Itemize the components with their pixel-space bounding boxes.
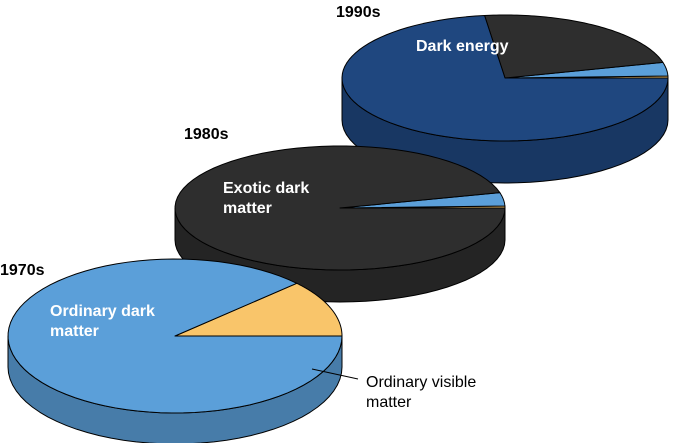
callout-label: Ordinary visible matter: [366, 374, 476, 411]
callout-leader-line: [311, 368, 359, 380]
decade-label: 1980s: [184, 126, 229, 143]
decade-label: 1990s: [336, 4, 381, 21]
slice-label-line: matter: [50, 323, 99, 340]
callout-label-line: matter: [366, 394, 412, 411]
slice-label-line: Dark energy: [416, 38, 509, 55]
slice-label: Ordinary dark matter: [50, 303, 155, 340]
slice-label-line: matter: [223, 200, 272, 217]
callout-label-line: Ordinary visible: [366, 374, 476, 391]
slice-label-line: Ordinary dark: [50, 303, 155, 320]
pie-1990s: 1990s Dark energy: [336, 4, 669, 184]
slice-label-line: Exotic dark: [223, 180, 309, 197]
pie-slice-exotic_dark: [484, 14, 664, 79]
slice-label: Exotic dark matter: [223, 180, 309, 217]
pie-slice-dark_energy: [341, 15, 669, 142]
decade-label: 1970s: [0, 262, 45, 279]
pie-slice-ordinary_visible: [174, 282, 343, 337]
slice-label: Dark energy: [416, 38, 509, 55]
pie-slice-ordinary_dark: [7, 258, 343, 414]
pie-slice-exotic_dark: [174, 145, 506, 271]
